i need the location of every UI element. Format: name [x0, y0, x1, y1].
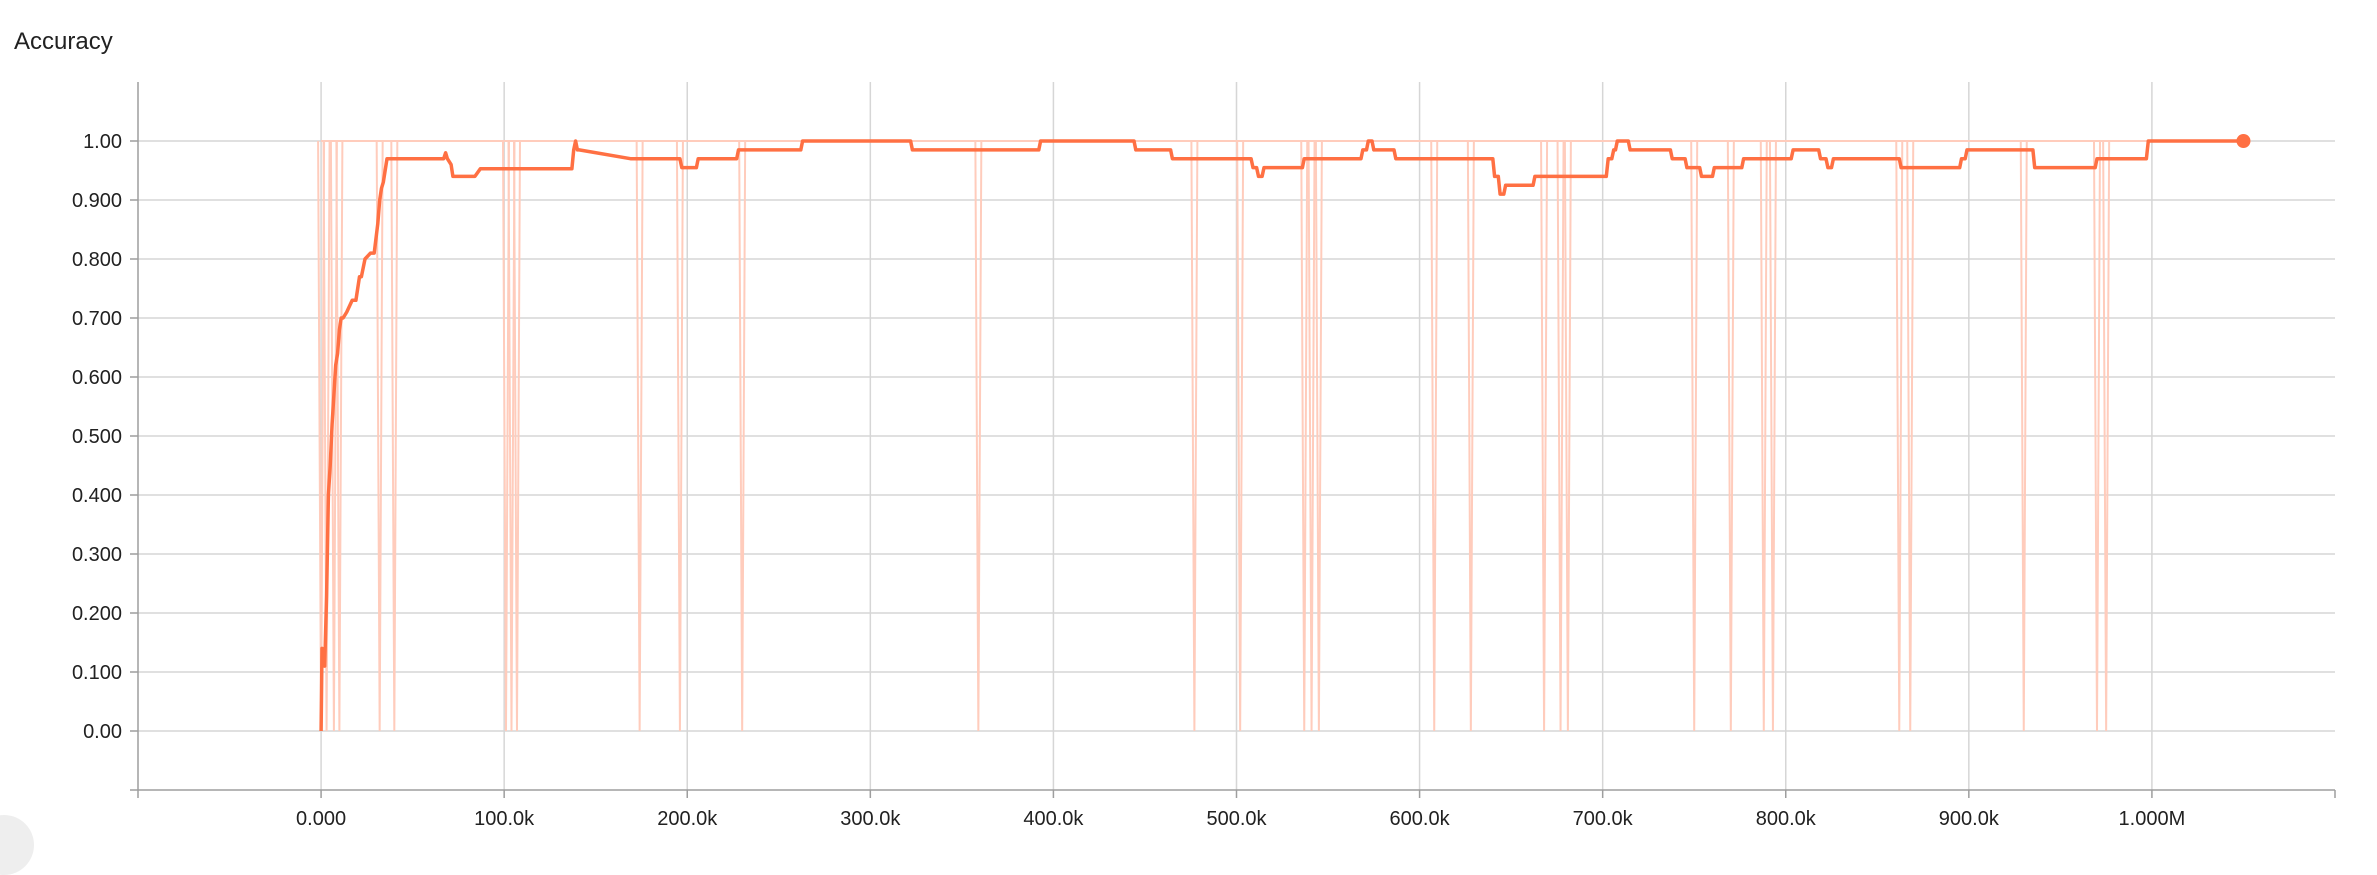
y-tick-label: 0.200: [72, 603, 122, 625]
y-tick-label: 0.900: [72, 190, 122, 212]
smoothed-series-line: [319, 139, 2244, 732]
x-tick-label: 200.0k: [657, 808, 718, 830]
raw-series-drop: [375, 140, 384, 732]
raw-series-drop: [512, 140, 521, 732]
y-tick-label: 0.300: [72, 544, 122, 566]
x-tick-label: 100.0k: [474, 808, 535, 830]
raw-series-drop: [974, 140, 983, 732]
raw-series-drop: [1430, 140, 1439, 732]
series-endpoint-marker: [2236, 134, 2251, 148]
raw-series-drop: [1759, 140, 1768, 732]
raw-series-drop: [1466, 140, 1475, 732]
x-tick-label: 700.0k: [1573, 808, 1634, 830]
raw-series-drop: [1300, 140, 1309, 732]
raw-series-drop: [675, 140, 684, 732]
tick-label-layer: 0.00 0.100 0.200 0.300 0.400 0.500 0.600 0.700 0…: [72, 131, 2185, 830]
x-tick-label: 800.0k: [1756, 808, 1817, 830]
x-tick-label: 900.0k: [1939, 808, 2000, 830]
raw-series-drop: [1768, 140, 1777, 732]
x-tick-label: 400.0k: [1023, 808, 1084, 830]
chart-title: Accuracy: [14, 28, 113, 55]
raw-series-drop: [738, 140, 747, 732]
accuracy-chart: 0.00 0.100 0.200 0.300 0.400 0.500 0.600 0.700 0…: [72, 82, 2336, 830]
raw-series-drop: [1563, 140, 1572, 732]
raw-series-drop: [2092, 140, 2101, 732]
raw-series-drop: [329, 140, 338, 732]
axis-layer: [130, 82, 2336, 798]
raw-series-drop: [390, 140, 399, 732]
x-tick-label: 300.0k: [840, 808, 901, 830]
raw-series-drop: [501, 140, 510, 732]
raw-series-drop: [1726, 140, 1735, 732]
raw-series-drop: [1307, 140, 1316, 732]
y-tick-label: 0.00: [83, 721, 122, 743]
y-tick-label: 0.700: [72, 308, 122, 330]
raw-series-drop: [1190, 140, 1199, 732]
y-tick-label: 0.100: [72, 662, 122, 684]
raw-series-drop: [1906, 140, 1915, 732]
raw-series-drop: [507, 140, 516, 732]
raw-series-drop: [1236, 140, 1245, 732]
raw-series-layer: [317, 140, 2244, 732]
y-tick-label: 0.800: [72, 249, 122, 271]
y-tick-label: 1.00: [83, 131, 122, 153]
smoothed-series-layer: [319, 134, 2251, 732]
x-tick-label: 600.0k: [1390, 808, 1451, 830]
raw-series-drop: [1556, 140, 1565, 732]
raw-series-drop: [1314, 140, 1323, 732]
y-tick-label: 0.500: [72, 426, 122, 448]
raw-series-drop: [635, 140, 644, 732]
y-tick-label: 0.600: [72, 367, 122, 389]
raw-series-drop: [1540, 140, 1549, 732]
raw-series-drop: [2019, 140, 2028, 732]
x-tick-label: 1.000M: [2119, 808, 2186, 830]
raw-series-drop: [1690, 140, 1699, 732]
x-tick-label: 0.000: [296, 808, 346, 830]
raw-series-drop: [2102, 140, 2111, 732]
raw-series-drop: [322, 140, 331, 732]
raw-series-drop: [317, 140, 326, 732]
x-tick-label: 500.0k: [1206, 808, 1267, 830]
y-tick-label: 0.400: [72, 485, 122, 507]
raw-series-drop: [1895, 140, 1904, 732]
